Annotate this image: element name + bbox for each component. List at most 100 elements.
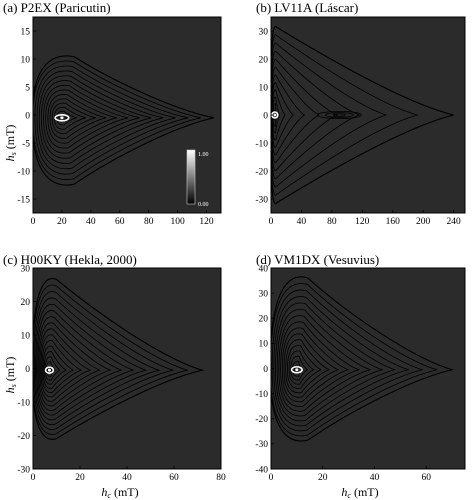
panel-c-peak-core bbox=[47, 368, 52, 372]
panel-a-ytick-label: -15 bbox=[17, 195, 30, 205]
colorbar-max-label: 1.00 bbox=[198, 152, 209, 158]
panel-d-contour-14 bbox=[271, 289, 424, 432]
panel-b-ytick-label: 20 bbox=[259, 55, 269, 65]
panel-c-xtick-label: 40 bbox=[122, 473, 132, 483]
panel-c-contour-5 bbox=[42, 345, 75, 389]
panel-c-contour-9 bbox=[38, 322, 112, 407]
panel-c-contour-6 bbox=[41, 340, 83, 393]
panel-a-ytick-label: 10 bbox=[21, 55, 31, 65]
panel-d-xtick-label: 20 bbox=[318, 473, 328, 483]
panel-a-ytick-label: 5 bbox=[25, 83, 30, 93]
panel-a-contour-14 bbox=[33, 55, 214, 186]
panel-d-peak bbox=[290, 365, 303, 374]
panel-c-ytick-label: 10 bbox=[21, 331, 31, 341]
panel-a-title: (a) P2EX (Paricutin) bbox=[3, 0, 111, 15]
panel-c-contour-4 bbox=[43, 351, 67, 385]
panel-a-contour-3 bbox=[54, 106, 86, 130]
panel-b-contour-8 bbox=[271, 58, 339, 172]
panel-c-peak bbox=[44, 366, 55, 374]
panel-b-background bbox=[271, 17, 465, 213]
panel-d-plot: 0 20 40 60 -40 -30 -20 -10 0 10 20 30 40 bbox=[255, 264, 466, 483]
panel-d-ytick-label: 0 bbox=[263, 365, 268, 375]
panel-c-contour-15 bbox=[33, 284, 189, 435]
panel-d-xtick-label: 40 bbox=[370, 473, 380, 483]
panel-d-contour-8 bbox=[281, 327, 350, 403]
panel-b-xtick-label: 0 bbox=[269, 217, 274, 227]
panel-a-contour-12 bbox=[34, 65, 189, 175]
panel-c-contour-11 bbox=[36, 310, 135, 416]
panel-b-secondary-contour-3 bbox=[317, 111, 362, 120]
panel-d-contour-6 bbox=[285, 339, 331, 394]
panel-d-contour-13 bbox=[273, 296, 410, 427]
panel-c-ytick-label: 0 bbox=[25, 365, 30, 375]
panel-a-contour-7 bbox=[45, 89, 129, 149]
panel-a-ytick-label: -5 bbox=[22, 139, 30, 149]
panel-d-contour-12 bbox=[275, 302, 397, 422]
panel-d-contour-11 bbox=[276, 309, 384, 417]
panel-a-xtick-label: 100 bbox=[170, 217, 185, 227]
panel-c-title: (c) H00KY (Hekla, 2000) bbox=[3, 252, 137, 267]
panel-d-background bbox=[271, 268, 465, 469]
panel-d-ytick-label: 40 bbox=[259, 264, 269, 274]
panel-c-ytick-label: -10 bbox=[17, 398, 30, 408]
panel-a-ytick-label: -10 bbox=[17, 167, 30, 177]
panel-c-ytick-label: 30 bbox=[21, 264, 31, 274]
panel-a-xtick-label: 60 bbox=[115, 217, 125, 227]
panel-b-peak-core bbox=[273, 113, 277, 117]
panel-d-ytick-label: -10 bbox=[255, 390, 268, 400]
panel-c-xtick-label: 60 bbox=[169, 473, 179, 483]
panel-b-contour-3 bbox=[272, 96, 281, 134]
panel-a-xtick-label: 0 bbox=[31, 217, 36, 227]
panel-c-plot: 0 20 40 60 80 -30 -20 -10 0 10 20 30 bbox=[17, 264, 226, 483]
panel-c-ytick-label: 20 bbox=[21, 298, 31, 308]
panel-c-contour-2 bbox=[45, 361, 56, 377]
panel-a-xtick-label: 20 bbox=[57, 217, 67, 227]
panel-c-background bbox=[33, 268, 221, 469]
panel-d-contour-9 bbox=[280, 321, 360, 407]
panel-c-contour-3 bbox=[44, 356, 61, 381]
panel-a-contour-6 bbox=[47, 94, 117, 144]
panel-b-contour-11 bbox=[271, 34, 419, 196]
panel-c-contour-12 bbox=[35, 303, 148, 421]
panel-c-xtick-label: 80 bbox=[216, 473, 226, 483]
colorbar-gradient bbox=[186, 149, 196, 205]
panel-b-ytick-label: -30 bbox=[255, 195, 268, 205]
panel-d-ytick-label: -40 bbox=[255, 465, 268, 475]
panel-b-xtick-label: 160 bbox=[386, 217, 401, 227]
panel-b-secondary-contour-2 bbox=[325, 112, 354, 118]
panel-c-contour-10 bbox=[37, 316, 123, 411]
panel-b-xtick-label: 200 bbox=[416, 217, 431, 227]
panel-a-contour-8 bbox=[43, 84, 140, 154]
panel-b-ytick-label: 0 bbox=[263, 111, 268, 121]
panel-b-contour-6 bbox=[271, 74, 306, 156]
panel-d-ytick-label: 30 bbox=[259, 289, 269, 299]
panel-c-contour-8 bbox=[39, 328, 102, 402]
panel-c-xtick-label: 0 bbox=[31, 473, 36, 483]
panel-a-contour-10 bbox=[38, 75, 164, 164]
panel-b-contour-2 bbox=[272, 103, 278, 127]
panel-d-ytick-label: 10 bbox=[259, 340, 269, 350]
panel-d-xtick-label: 0 bbox=[269, 473, 274, 483]
panel-d-contour-4 bbox=[288, 350, 315, 385]
panel-c-xtick-label: 20 bbox=[75, 473, 85, 483]
panel-a-contour-5 bbox=[49, 98, 107, 139]
panel-b-plot: 0 40 80 120 160 200 240 -30 -20 -10 0 10 20 30 bbox=[255, 16, 466, 227]
panel-a-xtick-label: 120 bbox=[199, 217, 214, 227]
panel-c-contour-14 bbox=[33, 291, 175, 430]
panel-d-contour-3 bbox=[290, 355, 309, 381]
panel-b-title: (b) LV11A (Láscar) bbox=[256, 0, 358, 15]
panel-a-contour-2 bbox=[56, 110, 77, 126]
panel-c-xlabel: hc (mT) bbox=[101, 485, 138, 500]
panel-b-contour-10 bbox=[271, 42, 388, 188]
panel-b-ytick-label: 30 bbox=[259, 27, 269, 37]
panel-b-secondary-contour-1 bbox=[333, 113, 346, 117]
panel-c-ylabel: hs (mT) bbox=[3, 357, 18, 394]
panel-d-peak-core bbox=[295, 368, 299, 372]
panel-d-ytick-label: -20 bbox=[255, 415, 268, 425]
panel-b-ytick-label: 10 bbox=[259, 83, 269, 93]
panel-d-contour-7 bbox=[283, 333, 340, 398]
colorbar: 1.00 0.00 bbox=[186, 149, 209, 208]
colorbar-min-label: 0.00 bbox=[198, 202, 209, 208]
panel-a-contour-4 bbox=[51, 102, 96, 135]
panel-a-xtick-label: 40 bbox=[86, 217, 96, 227]
